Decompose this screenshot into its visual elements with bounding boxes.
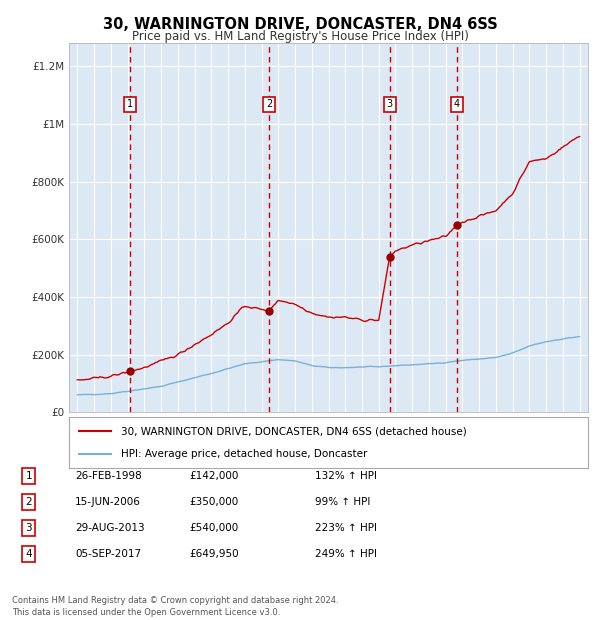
Text: 29-AUG-2013: 29-AUG-2013	[75, 523, 145, 533]
Text: £350,000: £350,000	[189, 497, 238, 507]
Text: 15-JUN-2006: 15-JUN-2006	[75, 497, 141, 507]
Text: 26-FEB-1998: 26-FEB-1998	[75, 471, 142, 481]
Text: Contains HM Land Registry data © Crown copyright and database right 2024.
This d: Contains HM Land Registry data © Crown c…	[12, 596, 338, 617]
Text: 223% ↑ HPI: 223% ↑ HPI	[315, 523, 377, 533]
Text: HPI: Average price, detached house, Doncaster: HPI: Average price, detached house, Donc…	[121, 449, 367, 459]
Text: Price paid vs. HM Land Registry's House Price Index (HPI): Price paid vs. HM Land Registry's House …	[131, 30, 469, 43]
Text: 132% ↑ HPI: 132% ↑ HPI	[315, 471, 377, 481]
Text: 30, WARNINGTON DRIVE, DONCASTER, DN4 6SS (detached house): 30, WARNINGTON DRIVE, DONCASTER, DN4 6SS…	[121, 427, 467, 436]
Text: 99% ↑ HPI: 99% ↑ HPI	[315, 497, 370, 507]
Text: 1: 1	[127, 99, 133, 109]
Text: £649,950: £649,950	[189, 549, 239, 559]
Text: 2: 2	[25, 497, 32, 507]
Text: 1: 1	[25, 471, 32, 481]
Text: 249% ↑ HPI: 249% ↑ HPI	[315, 549, 377, 559]
Text: 4: 4	[25, 549, 32, 559]
Text: 05-SEP-2017: 05-SEP-2017	[75, 549, 141, 559]
Text: 2: 2	[266, 99, 272, 109]
Text: 4: 4	[454, 99, 460, 109]
Text: 3: 3	[387, 99, 393, 109]
Text: 30, WARNINGTON DRIVE, DONCASTER, DN4 6SS: 30, WARNINGTON DRIVE, DONCASTER, DN4 6SS	[103, 17, 497, 32]
Text: 3: 3	[25, 523, 32, 533]
Text: £142,000: £142,000	[189, 471, 238, 481]
Text: £540,000: £540,000	[189, 523, 238, 533]
